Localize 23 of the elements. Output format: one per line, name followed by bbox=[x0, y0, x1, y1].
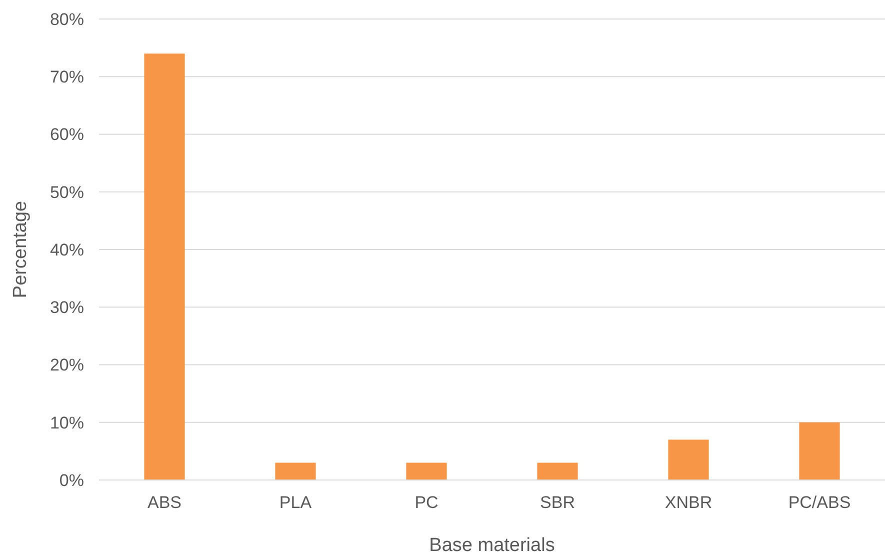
y-tick-label: 20% bbox=[50, 356, 84, 375]
bar bbox=[799, 422, 840, 480]
x-tick-label: PLA bbox=[279, 493, 312, 512]
bar bbox=[144, 54, 185, 480]
bar bbox=[537, 462, 578, 480]
y-tick-label: 60% bbox=[50, 125, 84, 144]
x-axis-title: Base materials bbox=[429, 535, 555, 556]
y-tick-label: 0% bbox=[59, 470, 84, 490]
bar bbox=[406, 462, 447, 480]
x-tick-label: PC bbox=[414, 493, 438, 512]
y-tick-label: 80% bbox=[50, 10, 84, 29]
x-tick-label: XNBR bbox=[664, 493, 712, 512]
y-tick-label: 50% bbox=[50, 182, 84, 202]
x-tick-label: PC/ABS bbox=[788, 493, 851, 512]
bar bbox=[668, 440, 709, 480]
y-tick-label: 70% bbox=[50, 68, 84, 87]
x-tick-label: ABS bbox=[147, 493, 182, 512]
y-axis-title: Percentage bbox=[10, 200, 31, 298]
y-tick-label: 30% bbox=[50, 298, 84, 318]
y-tick-label: 10% bbox=[50, 413, 84, 432]
y-tick-label: 40% bbox=[50, 240, 84, 260]
bar bbox=[275, 462, 316, 480]
x-tick-label: SBR bbox=[540, 493, 575, 512]
